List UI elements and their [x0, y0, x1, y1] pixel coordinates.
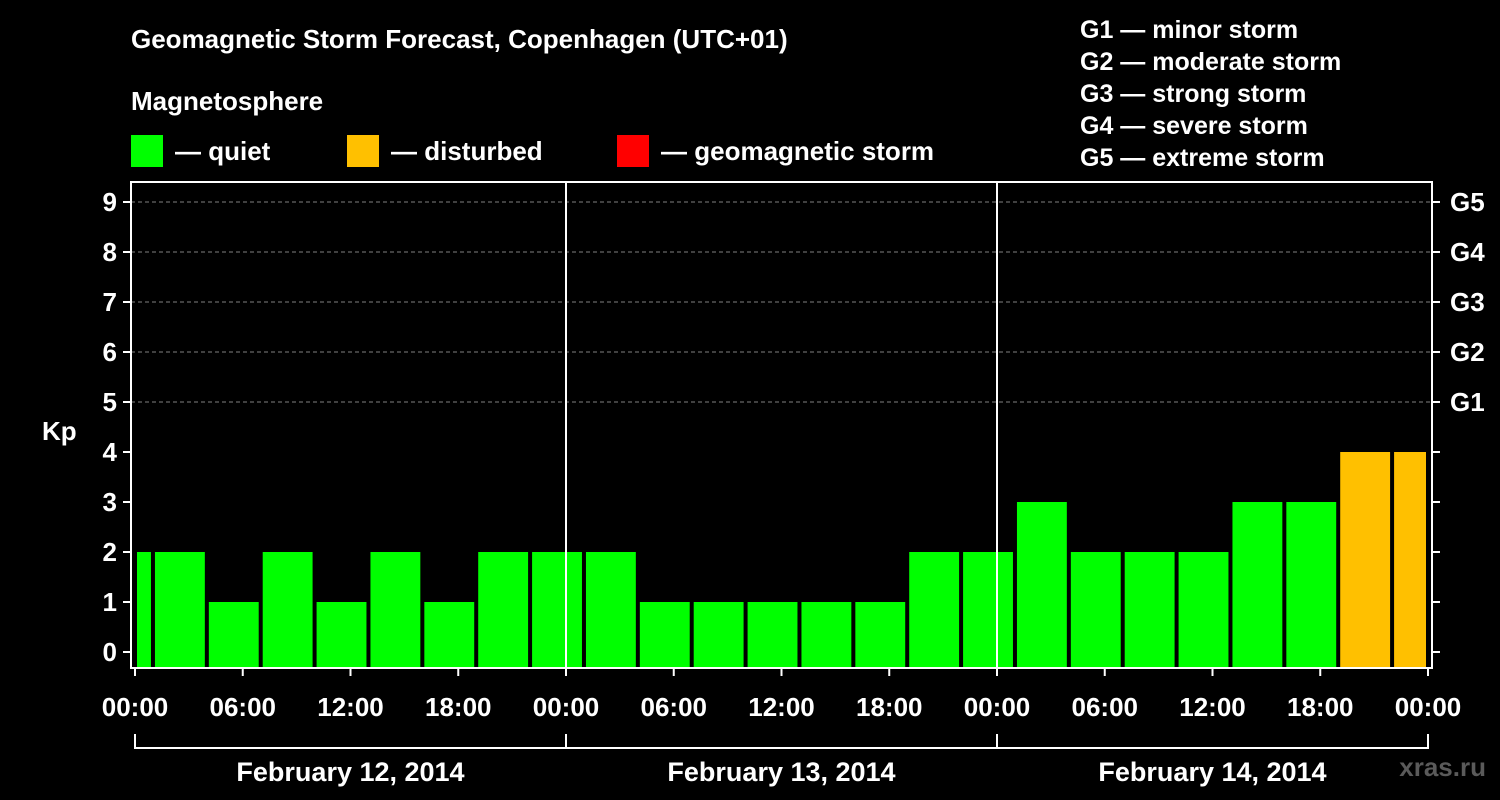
y-tick-label: 1: [103, 587, 117, 617]
kp-bar: [1232, 502, 1283, 668]
x-tick-label: 00:00: [1395, 692, 1462, 722]
x-tick-label: 18:00: [856, 692, 923, 722]
y-axis-label: Kp: [42, 416, 77, 446]
kp-bar: [1286, 502, 1337, 668]
kp-bar: [478, 552, 529, 668]
kp-bar: [693, 602, 744, 668]
kp-bar: [909, 552, 960, 668]
storm-scale-g5: G5 — extreme storm: [1080, 144, 1325, 172]
y-tick-label: 7: [103, 287, 117, 317]
legend-label-quiet: — quiet: [175, 135, 271, 166]
kp-bar: [1394, 452, 1426, 668]
legend-swatch-quiet: [131, 135, 163, 167]
g-scale-label: G5: [1450, 187, 1485, 217]
y-tick-label: 2: [103, 537, 117, 567]
y-tick-label: 6: [103, 337, 117, 367]
x-tick-label: 06:00: [1072, 692, 1139, 722]
kp-bar: [855, 602, 906, 668]
kp-bar: [208, 602, 259, 668]
legend-label-storm: — geomagnetic storm: [661, 135, 935, 166]
x-tick-label: 00:00: [964, 692, 1031, 722]
kp-bar: [262, 552, 313, 668]
legend-item-disturbed: — disturbed: [347, 134, 543, 168]
y-tick-label: 9: [103, 187, 117, 217]
watermark: xras.ru: [1399, 752, 1486, 782]
x-tick-label: 18:00: [425, 692, 492, 722]
kp-bar: [747, 602, 798, 668]
x-tick-label: 12:00: [1179, 692, 1246, 722]
kp-bar: [1178, 552, 1229, 668]
kp-bar: [137, 552, 151, 668]
day-label: February 12, 2014: [236, 757, 464, 787]
chart-title: Geomagnetic Storm Forecast, Copenhagen (…: [131, 24, 788, 54]
storm-scale-legend: G1 — minor storm G2 — moderate storm G3 …: [1080, 14, 1341, 174]
legend-label-disturbed: — disturbed: [391, 135, 543, 166]
day-label: February 14, 2014: [1098, 757, 1326, 787]
kp-bar: [1016, 502, 1067, 668]
x-tick-label: 12:00: [317, 692, 384, 722]
legend-item-quiet: — quiet: [131, 134, 270, 168]
legend-swatch-storm: [617, 135, 649, 167]
kp-bar: [424, 602, 475, 668]
legend-swatch-disturbed: [347, 135, 379, 167]
legend-item-storm: — geomagnetic storm: [617, 134, 934, 168]
x-tick-label: 06:00: [210, 692, 277, 722]
g-scale-label: G1: [1450, 387, 1485, 417]
kp-bar: [316, 602, 367, 668]
legend-heading: Magnetosphere: [131, 86, 324, 116]
y-tick-label: 0: [103, 637, 117, 667]
day-label: February 13, 2014: [667, 757, 895, 787]
storm-scale-g1: G1 — minor storm: [1080, 16, 1299, 44]
x-tick-label: 00:00: [102, 692, 169, 722]
kp-bar: [154, 552, 205, 668]
x-tick-label: 06:00: [641, 692, 708, 722]
x-tick-label: 12:00: [748, 692, 815, 722]
kp-bar: [801, 602, 852, 668]
kp-bar: [1340, 452, 1391, 668]
kp-bar: [1124, 552, 1175, 668]
y-tick-label: 3: [103, 487, 117, 517]
kp-bar: [1070, 552, 1121, 668]
kp-bar: [532, 552, 582, 668]
x-tick-label: 00:00: [533, 692, 600, 722]
y-tick-label: 8: [103, 237, 117, 267]
g-scale-label: G2: [1450, 337, 1485, 367]
g-scale-label: G4: [1450, 237, 1485, 267]
y-tick-label: 4: [103, 437, 118, 467]
y-tick-label: 5: [103, 387, 117, 417]
storm-scale-g3: G3 — strong storm: [1080, 80, 1307, 108]
kp-bar: [585, 552, 636, 668]
kp-bar: [639, 602, 690, 668]
storm-scale-g4: G4 — severe storm: [1080, 112, 1308, 140]
kp-bar: [370, 552, 421, 668]
g-scale-label: G3: [1450, 287, 1485, 317]
x-tick-label: 18:00: [1287, 692, 1354, 722]
storm-scale-g2: G2 — moderate storm: [1080, 48, 1342, 76]
kp-bar: [963, 552, 1013, 668]
